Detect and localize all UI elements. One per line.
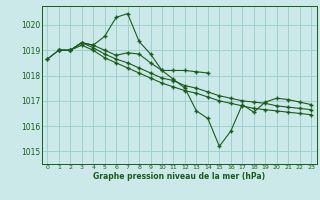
X-axis label: Graphe pression niveau de la mer (hPa): Graphe pression niveau de la mer (hPa) — [93, 172, 265, 181]
